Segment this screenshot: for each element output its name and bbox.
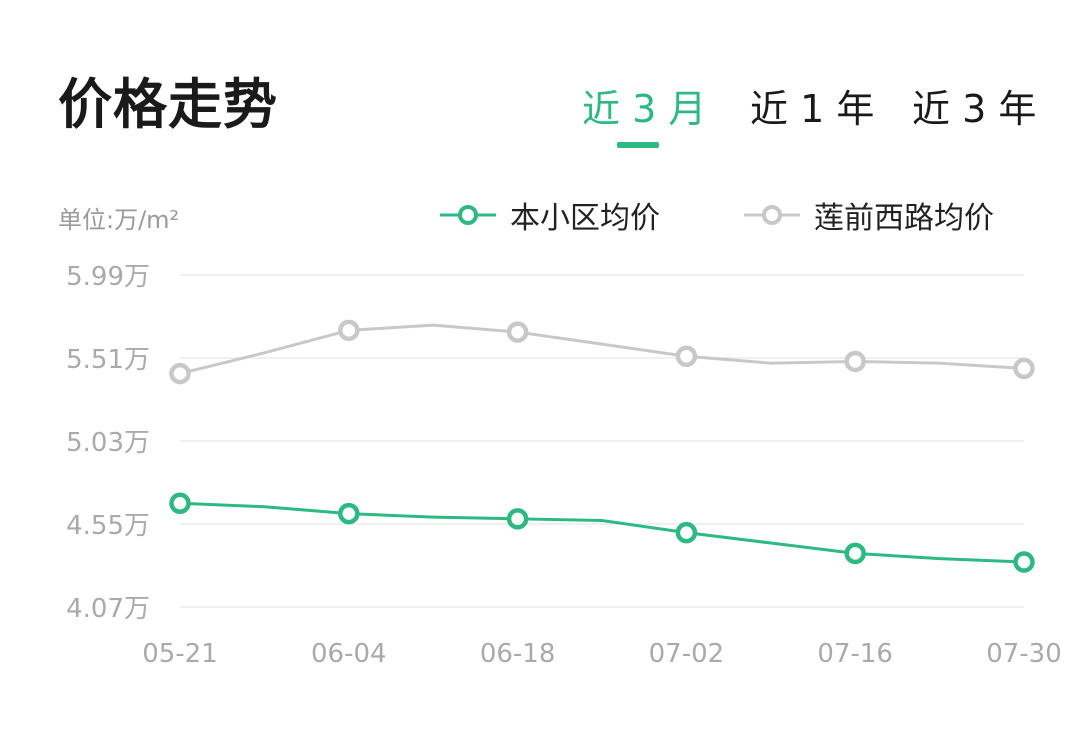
legend-label: 莲前西路均价 bbox=[814, 201, 994, 236]
y-tick-label: 5.99万 bbox=[66, 262, 150, 292]
legend-line-marker-icon bbox=[440, 205, 496, 225]
active-tab-indicator bbox=[617, 142, 659, 148]
x-tick-label: 07-02 bbox=[649, 639, 725, 669]
x-tick-label: 07-30 bbox=[986, 639, 1062, 669]
tab-1-year[interactable]: 近 1 年 bbox=[750, 87, 875, 131]
y-tick-label: 4.07万 bbox=[66, 594, 150, 624]
data-point bbox=[169, 362, 191, 385]
legend-line-marker-icon bbox=[744, 205, 800, 225]
legend-item-road: 莲前西路均价 bbox=[744, 195, 994, 236]
y-tick-label: 5.51万 bbox=[66, 345, 150, 375]
series-line bbox=[179, 501, 1025, 564]
legend-label: 本小区均价 bbox=[510, 201, 660, 236]
y-tick-label: 4.55万 bbox=[66, 511, 150, 541]
x-tick-label: 06-18 bbox=[480, 639, 556, 669]
data-point bbox=[506, 321, 529, 343]
page-title: 价格走势 bbox=[58, 73, 278, 136]
data-point bbox=[169, 492, 191, 514]
data-point bbox=[844, 350, 866, 373]
tab-3-years[interactable]: 近 3 年 bbox=[912, 87, 1037, 131]
data-point bbox=[338, 502, 360, 525]
data-point bbox=[675, 521, 698, 544]
period-tabs: 近 3 月 近 1 年 近 3 年 bbox=[0, 90, 1080, 160]
data-point bbox=[675, 345, 698, 368]
tab-3-months[interactable]: 近 3 月 bbox=[582, 87, 707, 131]
data-point bbox=[506, 508, 529, 530]
data-point bbox=[338, 319, 360, 342]
data-point bbox=[1013, 357, 1035, 380]
unit-label: 单位:万/m² bbox=[58, 206, 180, 234]
y-tick-label: 5.03万 bbox=[66, 428, 150, 458]
data-point bbox=[844, 542, 866, 565]
chart-legend: 本小区均价 莲前西路均价 bbox=[0, 195, 1080, 236]
x-tick-label: 05-21 bbox=[142, 639, 218, 669]
x-tick-label: 06-04 bbox=[311, 639, 387, 669]
legend-item-community: 本小区均价 bbox=[440, 195, 660, 236]
data-point bbox=[1013, 551, 1035, 573]
series-line bbox=[179, 323, 1025, 376]
x-tick-label: 07-16 bbox=[817, 639, 893, 669]
